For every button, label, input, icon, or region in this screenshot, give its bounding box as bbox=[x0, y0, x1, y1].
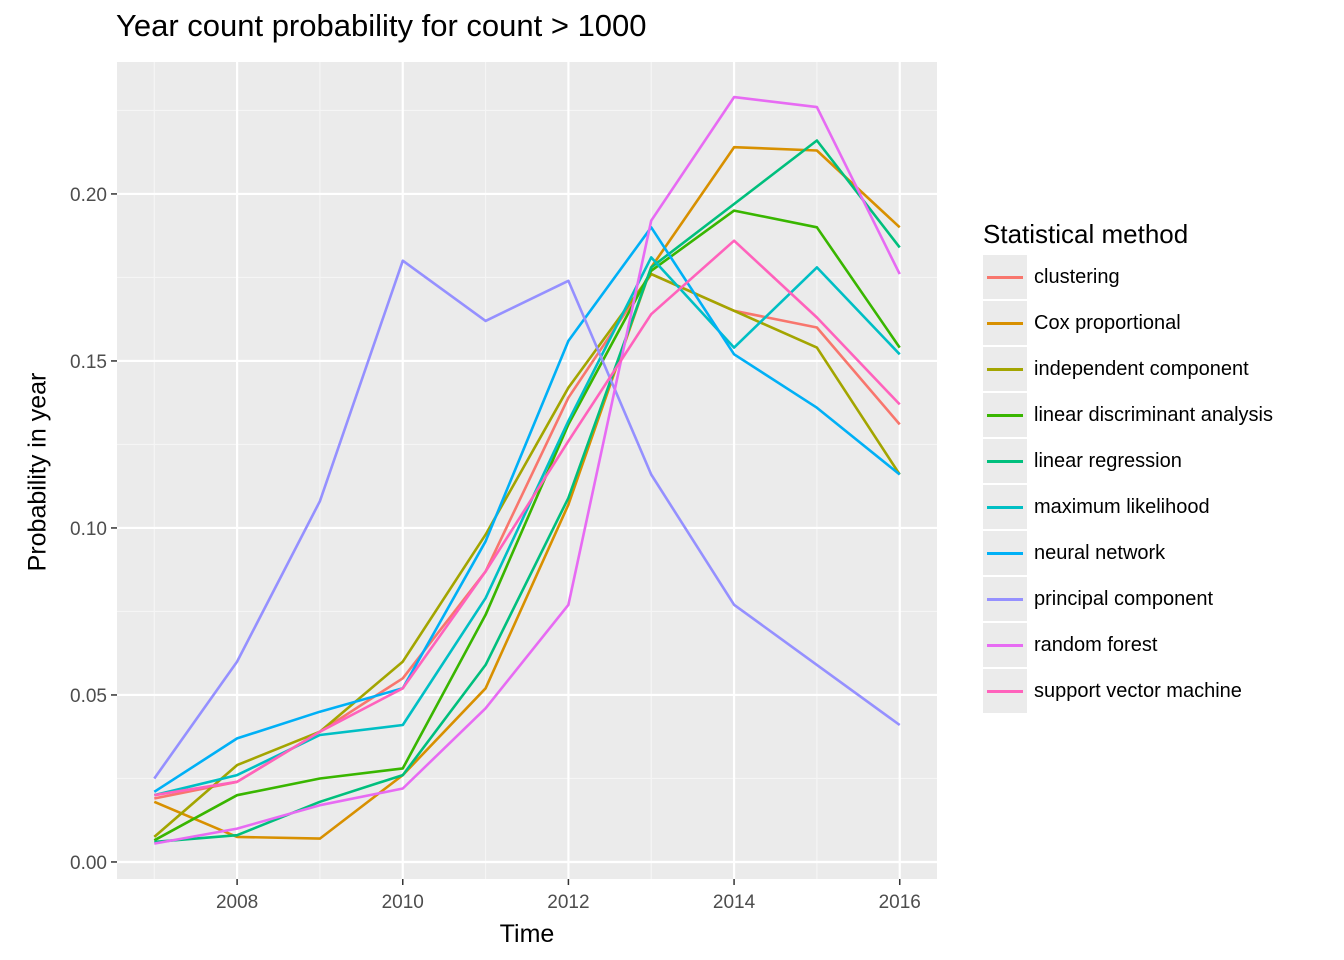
legend-key bbox=[983, 531, 1027, 575]
legend-item: neural network bbox=[983, 530, 1188, 576]
legend-item: random forest bbox=[983, 622, 1188, 668]
legend-key bbox=[983, 485, 1027, 529]
y-tick-label: 0.05 bbox=[70, 686, 107, 707]
legend-key bbox=[983, 669, 1027, 713]
legend-item: maximum likelihood bbox=[983, 484, 1210, 530]
y-tick-label: 0.20 bbox=[70, 185, 107, 206]
x-tick-label: 2012 bbox=[547, 892, 589, 913]
legend-item: independent component bbox=[983, 346, 1249, 392]
legend-key bbox=[983, 393, 1027, 437]
legend-label: support vector machine bbox=[1034, 680, 1242, 702]
legend-key-line bbox=[987, 322, 1023, 325]
x-tick-label: 2008 bbox=[216, 892, 258, 913]
series-line-support-vector-machine bbox=[154, 239, 901, 797]
legend-items: clustering Cox proportional independent co… bbox=[983, 254, 1273, 714]
legend-key-line bbox=[987, 598, 1023, 601]
x-axis: 2008 2010 2012 2014 2016 bbox=[216, 879, 921, 913]
legend-label: random forest bbox=[1034, 634, 1158, 656]
series-line-principal-component bbox=[153, 259, 901, 780]
chart-title: Year count probability for count > 1000 bbox=[116, 8, 647, 43]
series-line-random-forest bbox=[154, 95, 901, 845]
legend-label: independent component bbox=[1034, 358, 1249, 380]
y-tick-label: 0.15 bbox=[70, 352, 107, 373]
legend-key-line bbox=[987, 690, 1023, 693]
legend-key bbox=[983, 623, 1027, 667]
legend-item: support vector machine bbox=[983, 668, 1242, 714]
legend-key bbox=[983, 301, 1027, 345]
panel-background bbox=[117, 62, 937, 879]
legend-item: clustering bbox=[983, 254, 1188, 300]
legend-key bbox=[983, 439, 1027, 483]
x-tick-label: 2014 bbox=[713, 892, 756, 913]
legend-label: linear discriminant analysis bbox=[1034, 404, 1273, 426]
legend-key-line bbox=[987, 552, 1023, 555]
major-gridlines bbox=[117, 62, 937, 879]
legend-key-line bbox=[987, 276, 1023, 279]
x-tick-label: 2010 bbox=[382, 892, 424, 913]
series-line-cox-proportional bbox=[153, 145, 901, 840]
legend-title: Statistical method bbox=[983, 219, 1189, 249]
legend-key-line bbox=[987, 414, 1023, 417]
series-line-linear-discriminant-analysis bbox=[153, 209, 901, 842]
y-tick-label: 0.10 bbox=[70, 519, 107, 540]
legend-item: linear discriminant analysis bbox=[983, 392, 1273, 438]
y-tick-label: 0.00 bbox=[70, 853, 107, 874]
legend-item: linear regression bbox=[983, 438, 1188, 484]
legend-key-line bbox=[987, 368, 1023, 371]
series-line-neural-network bbox=[153, 226, 901, 793]
legend-item: principal component bbox=[983, 576, 1213, 622]
legend-label: principal component bbox=[1034, 588, 1213, 610]
legend-key bbox=[983, 577, 1027, 621]
legend-key bbox=[983, 347, 1027, 391]
legend-key-line bbox=[987, 506, 1023, 509]
legend-key-line bbox=[987, 460, 1023, 463]
legend-item: Cox proportional bbox=[983, 300, 1188, 346]
legend-label: clustering bbox=[1034, 266, 1120, 288]
x-axis-title: Time bbox=[499, 920, 555, 948]
y-axis: 0.00 0.05 0.10 0.15 0.20 bbox=[70, 185, 117, 874]
series-line-linear-regression bbox=[154, 139, 901, 844]
legend-label: Cox proportional bbox=[1034, 312, 1181, 334]
legend-key-line bbox=[987, 644, 1023, 647]
legend-key bbox=[983, 255, 1027, 299]
series-lines bbox=[153, 95, 901, 845]
legend-label: linear regression bbox=[1034, 450, 1182, 472]
legend: Statistical method clustering Cox proport… bbox=[983, 219, 1273, 714]
series-line-maximum-likelihood bbox=[153, 256, 901, 797]
y-axis-title: Probability in year bbox=[23, 372, 52, 572]
legend-label: neural network bbox=[1034, 542, 1166, 564]
x-tick-label: 2016 bbox=[879, 892, 921, 913]
series-line-independent-component bbox=[153, 272, 901, 838]
legend-label: maximum likelihood bbox=[1034, 496, 1210, 518]
